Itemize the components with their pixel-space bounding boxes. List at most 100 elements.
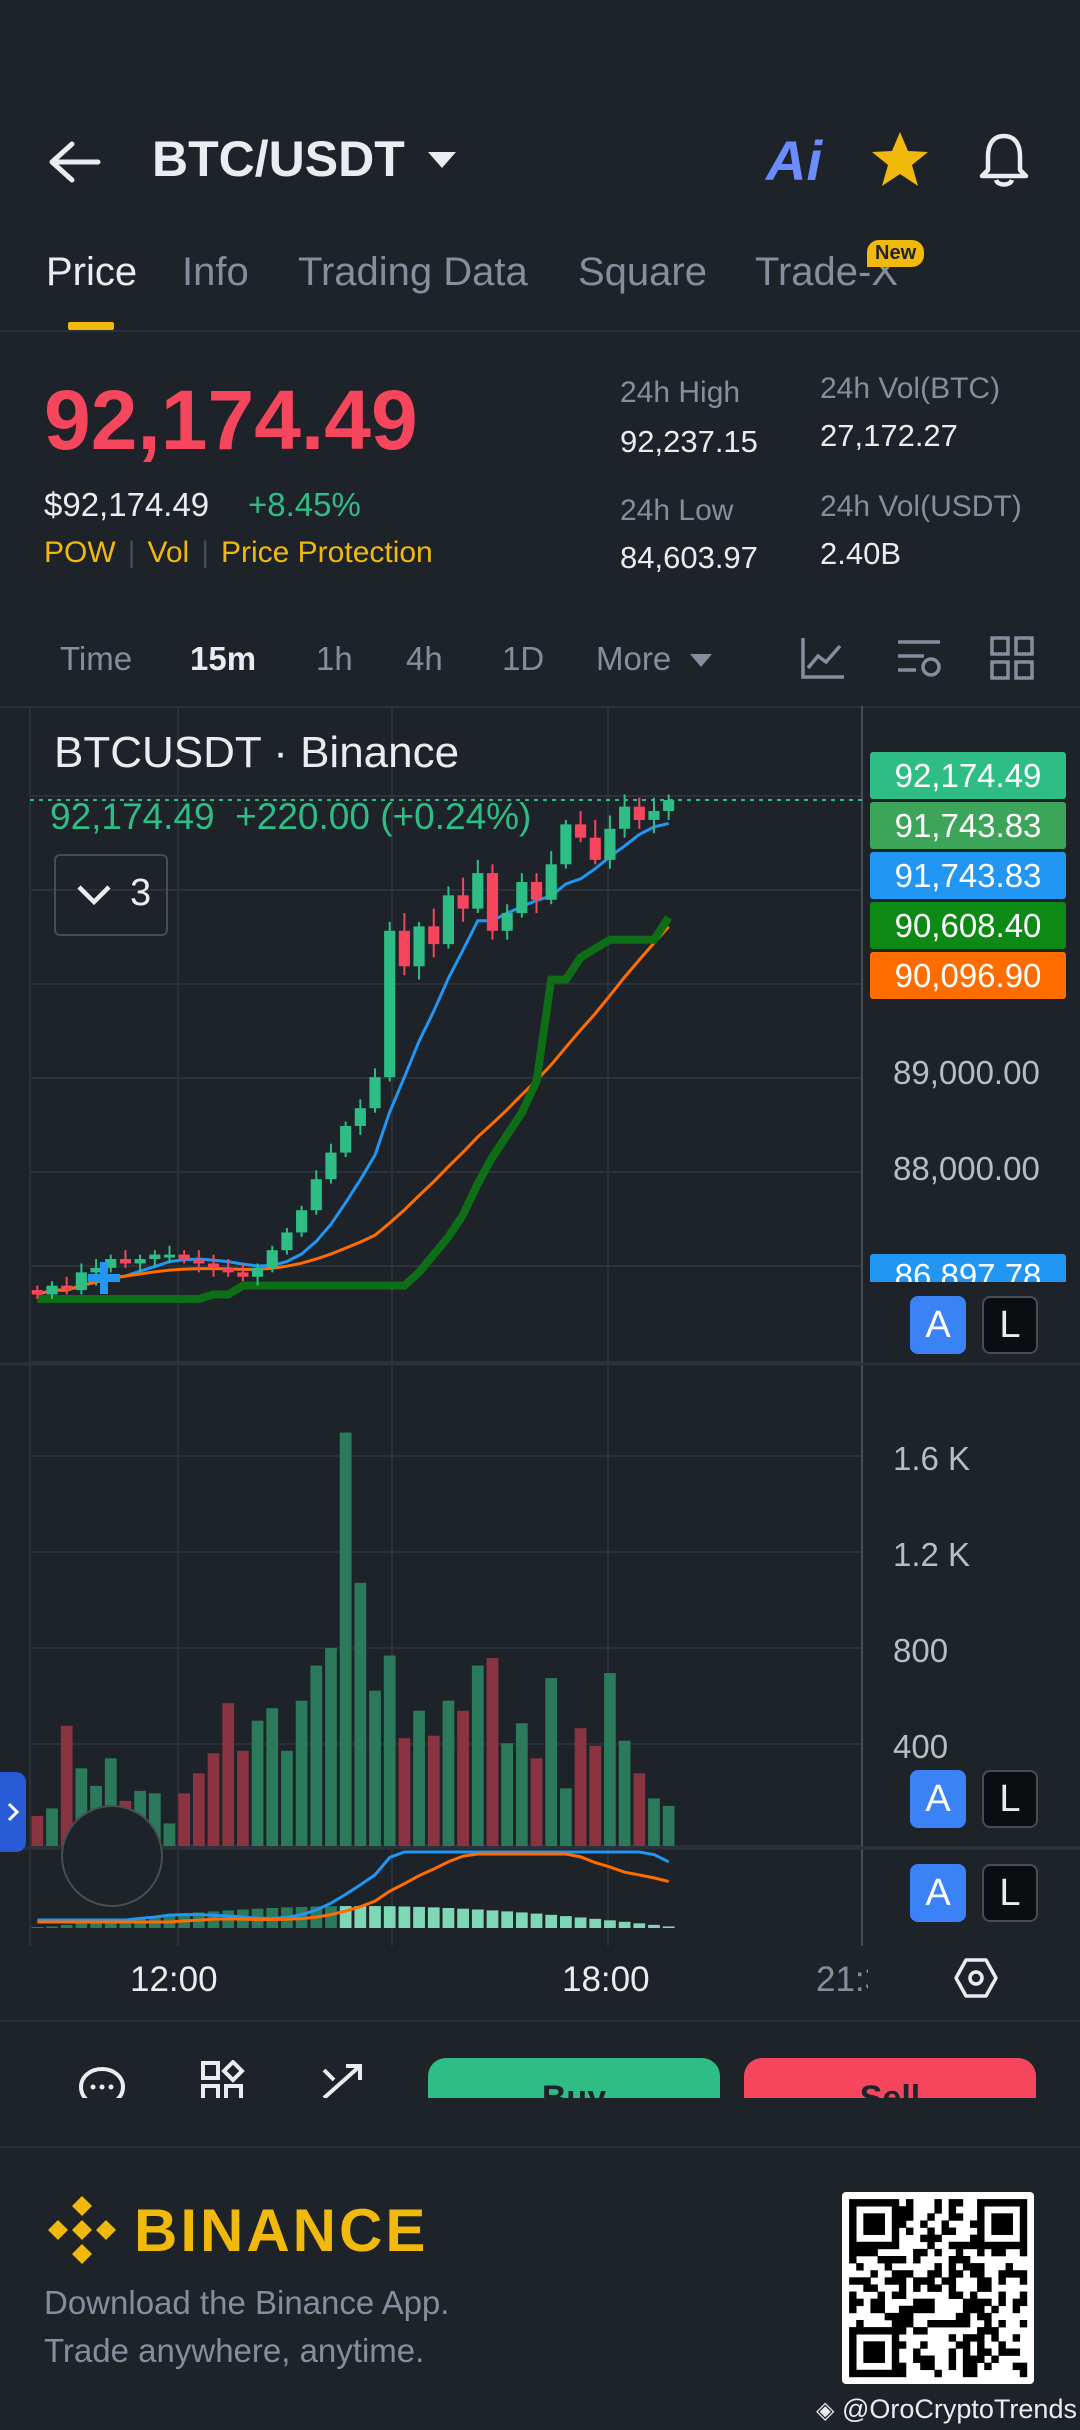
candle-body-12 <box>207 1263 220 1268</box>
qr-code[interactable] <box>842 2192 1034 2384</box>
interval-4h[interactable]: 4h <box>406 640 443 677</box>
layout-grid-icon[interactable] <box>990 636 1034 685</box>
candle-body-41 <box>633 806 645 820</box>
interval-15m[interactable]: 15m <box>190 640 257 677</box>
volume-bar-26 <box>413 1710 425 1846</box>
side-drawer-handle[interactable] <box>0 1772 26 1852</box>
candle-body-43 <box>663 800 675 812</box>
interval-more[interactable]: More <box>596 640 672 677</box>
time-axis-1200: 12:00 <box>130 1960 218 1999</box>
price-tag-ma-blue: 91,743.83 <box>870 852 1066 899</box>
collapse-count: 3 <box>130 872 152 914</box>
hexagon-settings-icon[interactable] <box>952 1954 1000 2007</box>
candle-body-25 <box>398 930 410 967</box>
ma-orange-line <box>36 925 670 1296</box>
auto-scale-button-volume[interactable]: A <box>910 1770 966 1828</box>
volume-bar-20 <box>325 1648 337 1846</box>
macd-hist-40 <box>618 1921 631 1928</box>
candle-body-34 <box>530 882 543 900</box>
candle-body-31 <box>486 873 499 931</box>
tag-vol[interactable]: Vol <box>147 536 190 569</box>
candle-body-21 <box>340 1125 352 1153</box>
volume-bar-29 <box>457 1710 469 1846</box>
tag-pow[interactable]: POW <box>44 536 116 569</box>
pair-title[interactable]: BTC/USDT <box>152 131 405 187</box>
tab-square[interactable]: Square <box>578 250 707 294</box>
tabs-divider <box>0 330 1080 332</box>
volume-bar-35 <box>545 1678 558 1846</box>
auto-scale-button-macd[interactable]: A <box>910 1864 966 1922</box>
binance-brand-text: BINANCE <box>134 2197 429 2264</box>
volume-bar-28 <box>442 1700 455 1846</box>
volume-bar-5 <box>104 1758 117 1846</box>
chat-bubble-icon[interactable] <box>78 2066 126 2098</box>
candlestick-chart[interactable] <box>0 706 1080 1946</box>
more-chevron-icon[interactable] <box>690 654 712 673</box>
price-tag-ma-darkgreen: 90,608.40 <box>870 902 1066 949</box>
volume-bar-22 <box>354 1582 367 1846</box>
macd-hist-3 <box>75 1923 88 1928</box>
stat-vol-usdt-label: 24h Vol(USDT) <box>820 490 1022 523</box>
vol-axis-400: 400 <box>893 1728 949 1765</box>
interval-1d[interactable]: 1D <box>502 640 545 677</box>
tab-trading-data[interactable]: Trading Data <box>298 250 528 294</box>
price-axis-88000: 88,000.00 <box>893 1150 1040 1187</box>
volume-bar-3 <box>75 1768 88 1846</box>
candle-body-29 <box>457 895 469 909</box>
log-scale-button-volume[interactable]: L <box>982 1770 1038 1828</box>
macd-hist-26 <box>413 1906 425 1928</box>
candle-body-18 <box>296 1210 308 1233</box>
macd-line <box>37 1850 670 1922</box>
interval-1h[interactable]: 1h <box>316 640 353 677</box>
usd-price: $92,174.49 <box>44 486 210 523</box>
sell-button[interactable]: Sell <box>744 2058 1036 2098</box>
chart-settings-icon[interactable] <box>896 636 942 685</box>
macd-hist-0 <box>31 1927 44 1928</box>
candle-body-35 <box>545 864 557 900</box>
price-tag-last: 92,174.49 <box>870 752 1066 799</box>
volume-bar-11 <box>192 1773 205 1846</box>
chart-area[interactable]: BTCUSDT · Binance 92,174.49 +220.00 (+0.… <box>0 706 1080 1999</box>
collapse-chevron-icon <box>77 885 111 906</box>
volume-bar-39 <box>604 1673 616 1846</box>
tag-price-protection[interactable]: Price Protection <box>220 536 433 569</box>
time-axis-1800: 18:00 <box>562 1960 650 1999</box>
ai-icon[interactable]: Ai <box>766 129 822 192</box>
back-arrow-icon[interactable] <box>48 140 102 184</box>
watermark-logo-icon: ◈ <box>816 2397 835 2424</box>
macd-hist-4 <box>90 1921 102 1928</box>
macd-hist-32 <box>501 1911 514 1928</box>
tab-price[interactable]: Price <box>46 250 138 294</box>
price-tag-ma-orange: 90,096.90 <box>870 952 1066 999</box>
time-axis-2130: 21:3 <box>816 1960 868 1999</box>
candle-body-27 <box>428 926 440 945</box>
auto-scale-button-main[interactable]: A <box>910 1296 966 1354</box>
candle-body-23 <box>369 1077 381 1109</box>
watermark-text: @OroCryptoTrends <box>841 2394 1077 2424</box>
interval-time[interactable]: Time <box>60 640 133 677</box>
log-scale-button-main[interactable]: L <box>982 1296 1038 1354</box>
bell-notification-icon[interactable] <box>976 130 1032 195</box>
log-scale-button-macd[interactable]: L <box>982 1864 1038 1922</box>
macd-hist-5 <box>104 1920 117 1928</box>
candle-body-39 <box>604 828 616 860</box>
candle-body-24 <box>384 930 396 1078</box>
buy-button[interactable]: Buy <box>428 2058 720 2098</box>
bottom-divider <box>0 2020 1080 2022</box>
macd-hist-34 <box>530 1913 543 1928</box>
indicator-collapse-button[interactable]: 3 <box>54 854 168 936</box>
macd-hist-2 <box>60 1924 73 1928</box>
grid-apps-icon[interactable] <box>200 2060 250 2098</box>
macd-hist-37 <box>574 1917 587 1928</box>
indicator-icon[interactable] <box>800 636 846 685</box>
star-favorite-icon[interactable] <box>870 130 930 193</box>
trade-arrow-icon[interactable] <box>320 2062 368 2098</box>
tab-info[interactable]: Info <box>182 250 249 294</box>
macd-hist-24 <box>383 1906 396 1928</box>
ma-blue-line <box>36 821 670 1296</box>
volume-bar-2 <box>60 1725 73 1846</box>
chevron-down-icon[interactable] <box>428 152 456 175</box>
volume-bar-41 <box>633 1773 646 1846</box>
volume-bar-25 <box>398 1738 411 1846</box>
change-percent: +8.45% <box>248 486 361 523</box>
